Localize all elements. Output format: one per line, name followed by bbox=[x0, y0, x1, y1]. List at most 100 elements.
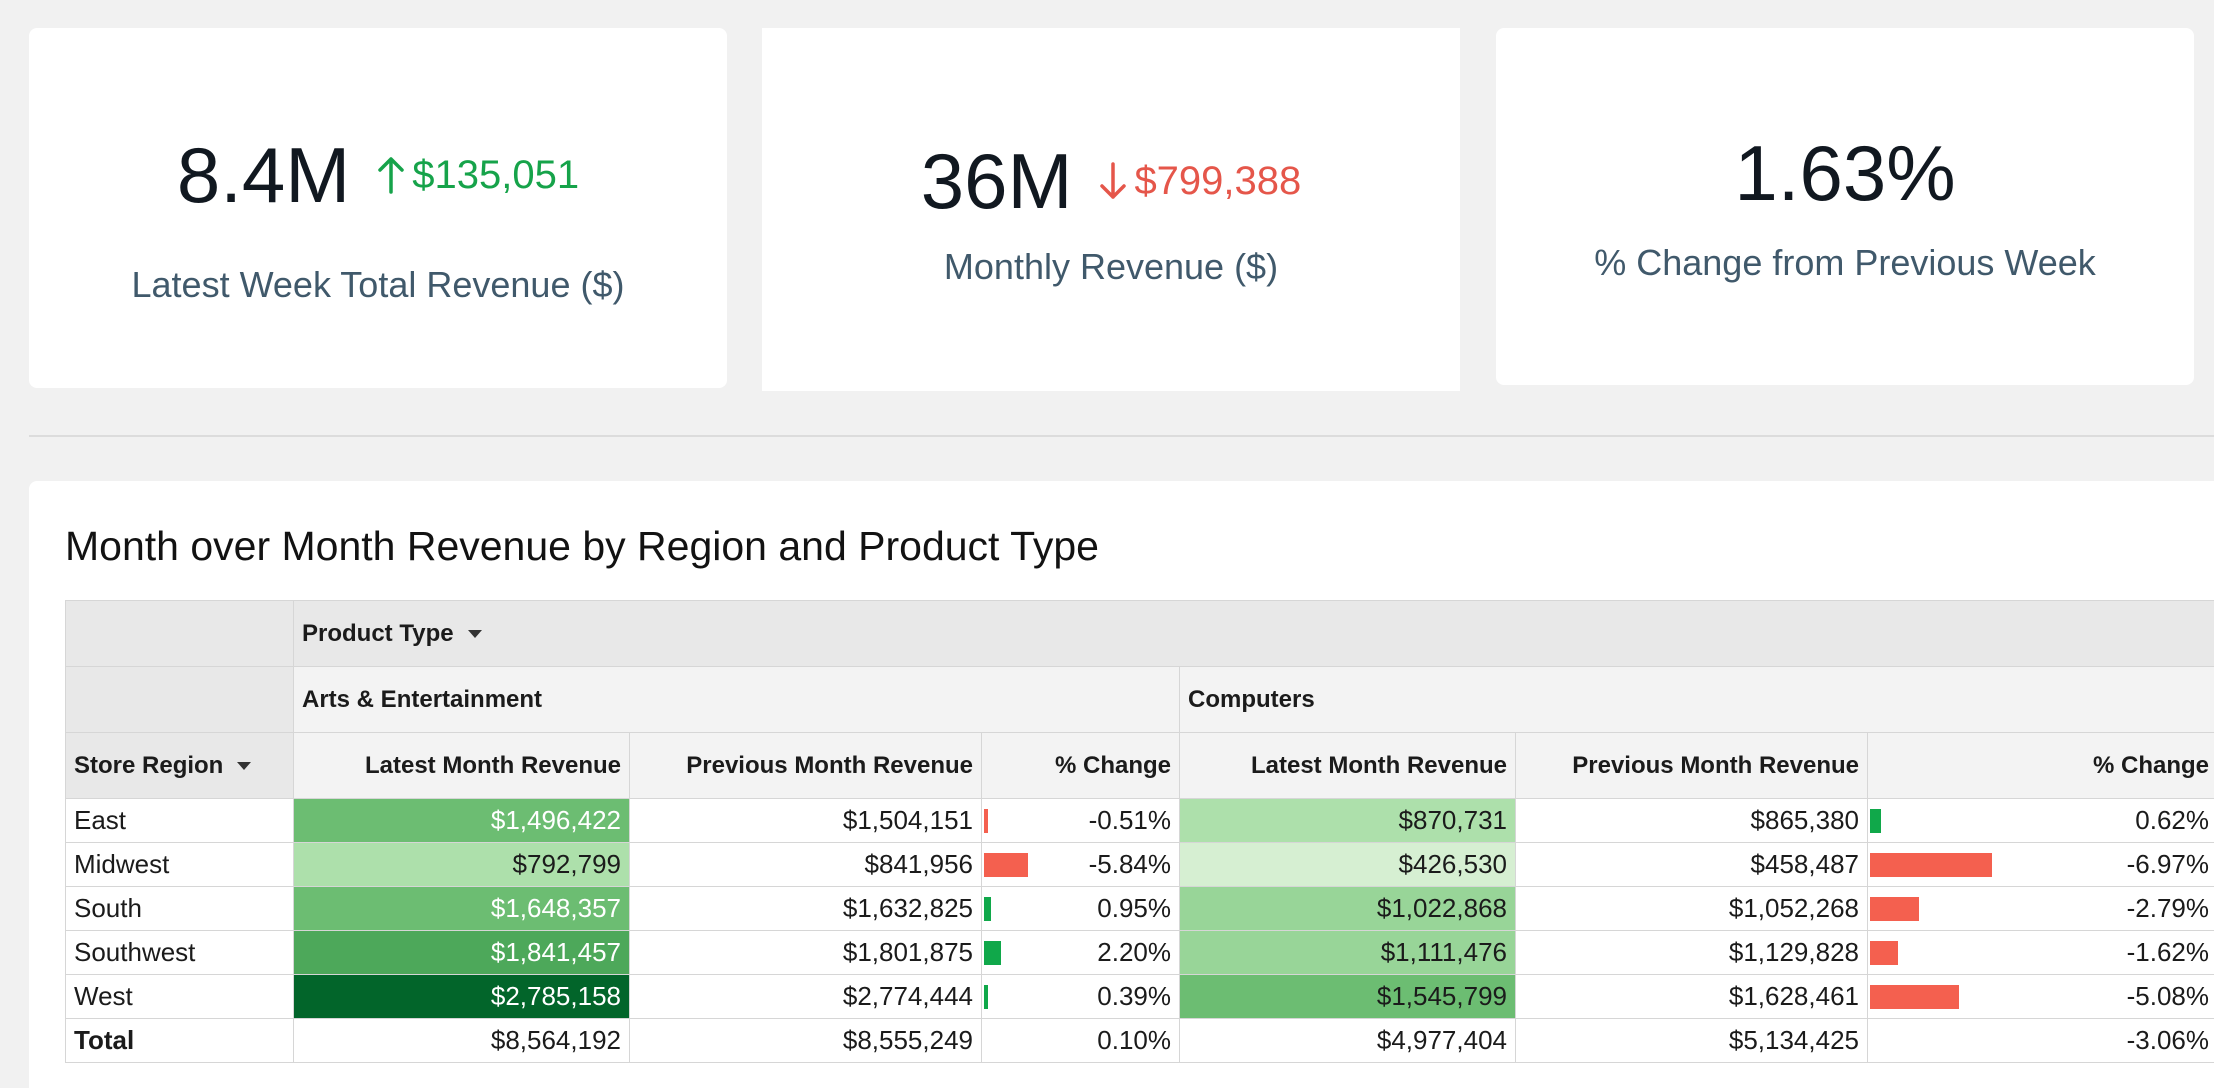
pct-bar bbox=[984, 941, 1001, 965]
arts-pct-cell: 0.95% bbox=[981, 886, 1180, 931]
measure-header: Latest Month Revenue bbox=[1179, 732, 1516, 799]
region-label: East bbox=[65, 798, 294, 843]
pct-bar bbox=[1870, 941, 1899, 965]
kpi-delta-value: $135,051 bbox=[412, 153, 580, 197]
row-header[interactable]: Store Region bbox=[65, 732, 294, 799]
arts-latest-cell: $1,841,457 bbox=[293, 930, 630, 975]
section-divider bbox=[29, 435, 2214, 437]
pct-bar bbox=[1870, 897, 1919, 921]
pct-bar bbox=[984, 809, 988, 833]
kpi-card-pct-change: 1.63% % Change from Previous Week bbox=[1496, 28, 2194, 385]
table-row: Midwest $792,799 $841,956 -5.84% $426,53… bbox=[65, 842, 2214, 887]
table-row: South $1,648,357 $1,632,825 0.95% $1,022… bbox=[65, 886, 2214, 931]
pct-value: -1.62% bbox=[2126, 937, 2209, 967]
measure-header: % Change bbox=[981, 732, 1180, 799]
pct-bar bbox=[1870, 853, 1992, 877]
arts-latest-total: $8,564,192 bbox=[293, 1018, 630, 1063]
arts-pct-cell: 2.20% bbox=[981, 930, 1180, 975]
pct-bar bbox=[1870, 985, 1959, 1009]
measure-header: Latest Month Revenue bbox=[293, 732, 630, 799]
computers-latest-cell: $1,111,476 bbox=[1179, 930, 1516, 975]
table-row: East $1,496,422 $1,504,151 -0.51% $870,7… bbox=[65, 798, 2214, 843]
computers-pct-total: -3.06% bbox=[1867, 1018, 2214, 1063]
kpi-delta: $135,051 bbox=[376, 155, 579, 195]
computers-prev-cell: $1,052,268 bbox=[1515, 886, 1868, 931]
computers-pct-cell: -6.97% bbox=[1867, 842, 2214, 887]
pct-value: 0.39% bbox=[1097, 981, 1171, 1011]
computers-pct-cell: -5.08% bbox=[1867, 974, 2214, 1019]
region-label: Southwest bbox=[65, 930, 294, 975]
pct-value: 2.20% bbox=[1097, 937, 1171, 967]
computers-pct-cell: 0.62% bbox=[1867, 798, 2214, 843]
pct-value: -6.97% bbox=[2126, 849, 2209, 879]
kpi-value: 1.63% bbox=[1734, 129, 1956, 217]
caret-down-icon[interactable] bbox=[467, 630, 482, 639]
kpi-card-weekly-revenue: 8.4M $135,051 Latest Week Total Revenue … bbox=[29, 28, 727, 388]
arts-pct-cell: -0.51% bbox=[981, 798, 1180, 843]
computers-prev-cell: $458,487 bbox=[1515, 842, 1868, 887]
computers-prev-cell: $1,628,461 bbox=[1515, 974, 1868, 1019]
column-group-header-label: Product Type bbox=[302, 619, 454, 647]
pct-value: -0.51% bbox=[1088, 805, 1171, 835]
pct-bar bbox=[984, 897, 992, 921]
pct-value: -5.08% bbox=[2126, 981, 2209, 1011]
corner-cell bbox=[65, 666, 294, 733]
arts-prev-cell: $1,504,151 bbox=[629, 798, 982, 843]
table-row: West $2,785,158 $2,774,444 0.39% $1,545,… bbox=[65, 974, 2214, 1019]
arts-prev-cell: $2,774,444 bbox=[629, 974, 982, 1019]
table-row: Southwest $1,841,457 $1,801,875 2.20% $1… bbox=[65, 930, 2214, 975]
corner-cell bbox=[65, 600, 294, 667]
arts-prev-cell: $841,956 bbox=[629, 842, 982, 887]
pct-value: -2.79% bbox=[2126, 893, 2209, 923]
kpi-label: Monthly Revenue ($) bbox=[943, 246, 1279, 287]
arts-prev-total: $8,555,249 bbox=[629, 1018, 982, 1063]
pct-bar bbox=[1870, 809, 1881, 833]
pct-value: -5.84% bbox=[1088, 849, 1171, 879]
computers-prev-cell: $1,129,828 bbox=[1515, 930, 1868, 975]
computers-prev-total: $5,134,425 bbox=[1515, 1018, 1868, 1063]
kpi-card-monthly-revenue: 36M $799,388 Monthly Revenue ($) bbox=[762, 28, 1460, 391]
pivot-table-panel: Month over Month Revenue by Region and P… bbox=[29, 481, 2214, 1088]
arts-latest-cell: $2,785,158 bbox=[293, 974, 630, 1019]
arts-latest-cell: $1,648,357 bbox=[293, 886, 630, 931]
arts-pct-cell: -5.84% bbox=[981, 842, 1180, 887]
arrow-up-icon bbox=[378, 157, 405, 194]
total-row: Total $8,564,192 $8,555,249 0.10% $4,977… bbox=[65, 1018, 2214, 1063]
kpi-delta-value: $799,388 bbox=[1134, 159, 1302, 203]
row-header-label: Store Region bbox=[74, 751, 224, 779]
computers-pct-cell: -1.62% bbox=[1867, 930, 2214, 975]
measure-header: Previous Month Revenue bbox=[629, 732, 982, 799]
computers-pct-cell: -2.79% bbox=[1867, 886, 2214, 931]
arts-latest-cell: $1,496,422 bbox=[293, 798, 630, 843]
pct-value: 0.95% bbox=[1097, 893, 1171, 923]
panel-title: Month over Month Revenue by Region and P… bbox=[65, 523, 1099, 569]
computers-latest-cell: $1,545,799 bbox=[1179, 974, 1516, 1019]
region-label: Midwest bbox=[65, 842, 294, 887]
pct-bar bbox=[984, 985, 988, 1009]
pct-bar bbox=[984, 853, 1028, 877]
arts-prev-cell: $1,632,825 bbox=[629, 886, 982, 931]
total-label: Total bbox=[65, 1018, 294, 1063]
kpi-value: 36M bbox=[920, 137, 1073, 225]
arts-latest-cell: $792,799 bbox=[293, 842, 630, 887]
computers-latest-cell: $1,022,868 bbox=[1179, 886, 1516, 931]
arts-pct-cell: 0.39% bbox=[981, 974, 1180, 1019]
computers-latest-cell: $870,731 bbox=[1179, 798, 1516, 843]
measure-header: Previous Month Revenue bbox=[1515, 732, 1868, 799]
arts-prev-cell: $1,801,875 bbox=[629, 930, 982, 975]
caret-down-icon[interactable] bbox=[237, 762, 252, 771]
arrow-down-icon bbox=[1100, 162, 1127, 199]
kpi-label: Latest Week Total Revenue ($) bbox=[131, 264, 625, 305]
kpi-value: 8.4M bbox=[176, 131, 351, 219]
computers-prev-cell: $865,380 bbox=[1515, 798, 1868, 843]
pivot-table: Product Type Arts & Entertainment Comput… bbox=[65, 600, 2214, 1063]
column-group-header[interactable]: Product Type bbox=[293, 600, 2214, 667]
group-header-computers: Computers bbox=[1179, 666, 2214, 733]
computers-latest-total: $4,977,404 bbox=[1179, 1018, 1516, 1063]
region-label: West bbox=[65, 974, 294, 1019]
measure-header: % Change bbox=[1867, 732, 2214, 799]
kpi-label: % Change from Previous Week bbox=[1594, 242, 2096, 283]
pct-value: 0.62% bbox=[2135, 805, 2209, 835]
kpi-delta: $799,388 bbox=[1098, 161, 1301, 201]
arts-pct-total: 0.10% bbox=[981, 1018, 1180, 1063]
